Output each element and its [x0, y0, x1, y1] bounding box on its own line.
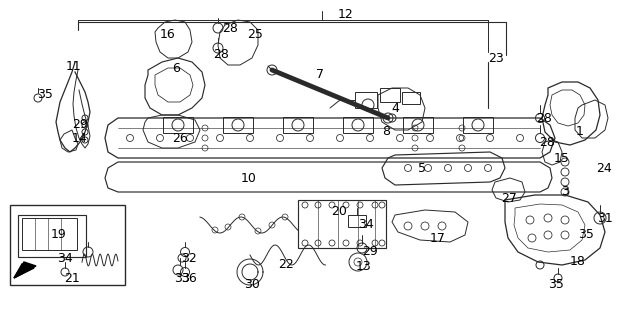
Text: 26: 26	[172, 132, 188, 145]
Text: 25: 25	[247, 28, 263, 41]
Text: 10: 10	[241, 172, 257, 185]
Text: 23: 23	[488, 52, 503, 65]
Text: 17: 17	[430, 232, 446, 245]
Bar	[355, 92, 377, 108]
Text: 13: 13	[356, 260, 372, 273]
Bar	[343, 117, 373, 133]
Text: 16: 16	[160, 28, 176, 41]
Bar	[402, 92, 420, 104]
Text: 11: 11	[66, 60, 81, 73]
Text: 28: 28	[222, 22, 238, 35]
Bar	[10, 205, 125, 285]
Text: 35: 35	[578, 228, 594, 241]
Bar	[163, 117, 193, 133]
Text: 22: 22	[278, 258, 294, 271]
Text: 7: 7	[316, 68, 324, 81]
Bar	[283, 117, 313, 133]
Bar	[403, 117, 433, 133]
Text: 8: 8	[382, 125, 390, 138]
Text: 28: 28	[539, 136, 555, 149]
Text: 28: 28	[213, 48, 229, 61]
Text: 19: 19	[51, 228, 67, 241]
Text: 35: 35	[548, 278, 564, 291]
Text: 34: 34	[57, 252, 73, 265]
Text: 18: 18	[570, 255, 586, 268]
Text: 6: 6	[172, 62, 180, 75]
Text: 12: 12	[338, 8, 354, 21]
Text: 27: 27	[501, 192, 517, 205]
Bar	[223, 117, 253, 133]
Text: 5: 5	[418, 162, 426, 175]
Text: 31: 31	[597, 212, 613, 225]
Polygon shape	[14, 262, 36, 278]
Text: 21: 21	[64, 272, 80, 285]
Text: 3: 3	[561, 185, 569, 198]
Text: 32: 32	[181, 252, 197, 265]
Text: 15: 15	[554, 152, 570, 165]
Text: 28: 28	[536, 112, 552, 125]
Text: 4: 4	[391, 102, 399, 115]
Bar	[298, 200, 386, 248]
Polygon shape	[14, 264, 34, 278]
Text: 34: 34	[358, 218, 374, 231]
Text: 20: 20	[331, 205, 347, 218]
Bar	[463, 117, 493, 133]
Bar	[380, 88, 400, 102]
Bar	[348, 215, 366, 227]
Text: 29: 29	[72, 118, 88, 131]
Text: 36: 36	[181, 272, 197, 285]
Text: 14: 14	[72, 132, 88, 145]
Text: 1: 1	[576, 125, 584, 138]
Text: 30: 30	[244, 278, 260, 291]
Text: 35: 35	[37, 88, 53, 101]
Text: 24: 24	[596, 162, 611, 175]
Text: 29: 29	[362, 245, 378, 258]
Text: 33: 33	[174, 272, 190, 285]
Bar	[22, 218, 77, 250]
Bar	[18, 215, 86, 257]
